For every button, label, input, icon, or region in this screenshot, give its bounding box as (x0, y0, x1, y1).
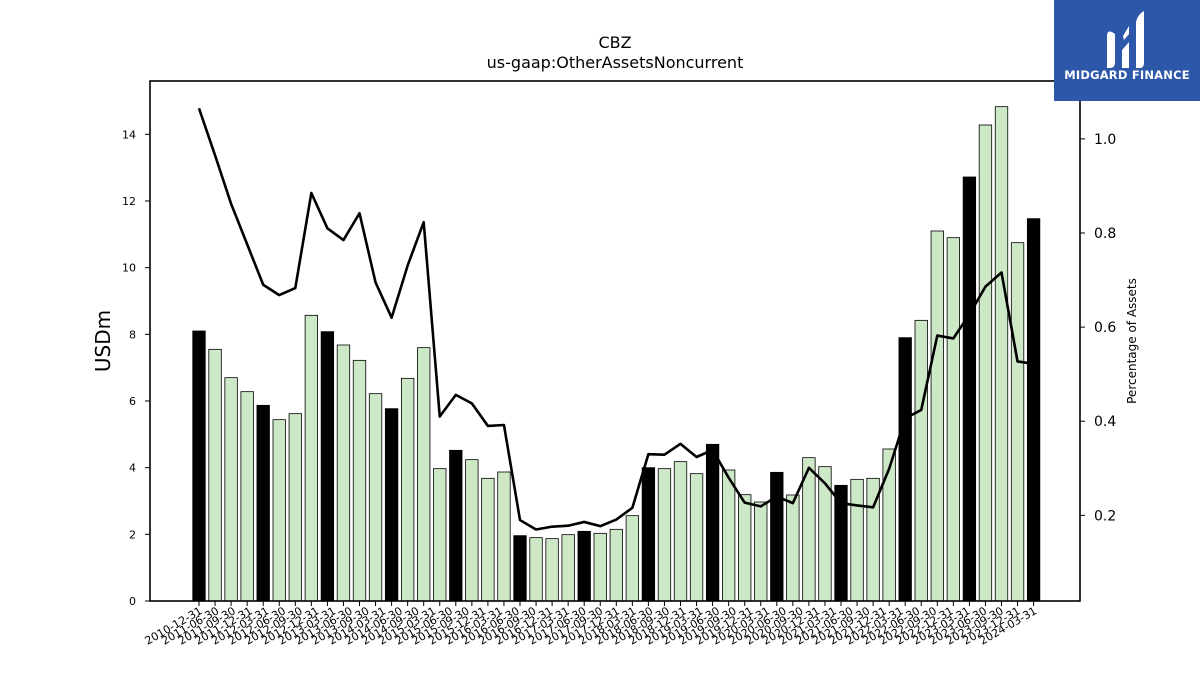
bar-2012-03-31 (272, 419, 286, 602)
bar-2017-09-30 (625, 515, 639, 602)
plot-frame (149, 80, 1081, 602)
bar-2021-12-31 (898, 337, 912, 602)
bar-2019-12-31 (770, 471, 784, 602)
left-tick-label: 12 (122, 195, 136, 208)
bar-2014-12-31 (449, 449, 463, 602)
bar-2018-03-31 (657, 468, 672, 602)
right-tick-label: 0.4 (1094, 414, 1116, 430)
logo-text: MIDGARD FINANCE (1064, 68, 1190, 82)
bar-2011-12-31 (256, 404, 270, 602)
bar-2012-12-31 (320, 331, 335, 602)
bar-2022-12-31 (962, 176, 977, 602)
bar-2023-09-30 (1010, 242, 1025, 602)
bar-2017-03-31 (593, 532, 607, 602)
bar-2014-09-30 (433, 468, 447, 602)
bar-2016-03-31 (529, 537, 543, 602)
bar-2021-03-31 (850, 478, 864, 602)
percentage-line (197, 107, 1034, 531)
chart-subtitle: us-gaap:OtherAssetsNoncurrent (487, 53, 744, 72)
right-tick-label: 0.6 (1094, 320, 1116, 336)
bar-2011-03-31 (208, 348, 222, 602)
bar-2019-09-30 (754, 501, 768, 602)
percentage-line-series (197, 107, 1034, 531)
bar-2023-03-31 (978, 124, 993, 602)
bar-2015-12-31 (513, 535, 527, 602)
x-axis: 2010-12-312011-06-302011-09-302011-12-31… (143, 601, 1039, 648)
bar-2023-06-30 (994, 106, 1009, 602)
left-tick-label: 14 (122, 128, 136, 141)
bar-2017-06-30 (609, 528, 623, 602)
bar-2011-09-30 (240, 391, 254, 602)
bar-2011-06-30 (224, 377, 238, 602)
midgard-logo-icon (1107, 11, 1144, 68)
bar-2016-06-30 (545, 538, 559, 602)
bar-series (192, 106, 1041, 602)
brand-logo: MIDGARD FINANCE (1054, 0, 1200, 101)
right-tick-label: 0.8 (1094, 226, 1116, 242)
bar-2019-03-31 (722, 469, 736, 602)
bar-2014-03-31 (400, 377, 415, 602)
bar-2012-09-30 (304, 314, 319, 602)
left-tick-label: 10 (122, 262, 136, 275)
chart-title: CBZ (598, 33, 631, 52)
bar-2022-03-31 (914, 319, 928, 602)
bar-2014-06-30 (417, 347, 431, 602)
left-tick-label: 4 (129, 462, 136, 475)
bar-2017-12-31 (641, 467, 656, 602)
left-tick-label: 2 (129, 528, 136, 541)
bar-2015-09-30 (497, 471, 511, 602)
right-y-axis-label: Percentage of Assets (1125, 278, 1139, 404)
right-y-axis: 0.2 0.4 0.6 0.8 1.0 (1080, 132, 1116, 524)
bar-2023-12-31 (1026, 218, 1041, 602)
right-tick-label: 1.0 (1094, 132, 1116, 148)
bar-2012-06-30 (288, 413, 302, 602)
left-tick-label: 6 (129, 395, 136, 408)
left-tick-label: 0 (129, 595, 136, 608)
bar-2013-09-30 (368, 393, 383, 602)
bar-2010-12-31 (192, 330, 206, 602)
left-tick-label: 8 (129, 328, 136, 341)
bar-2022-09-30 (946, 237, 960, 602)
left-y-axis: 0 2 4 6 8 10 12 14 (122, 128, 150, 608)
bar-2018-06-30 (673, 461, 688, 602)
bar-2018-09-30 (689, 473, 704, 602)
bar-2015-03-31 (465, 459, 479, 602)
bar-2013-06-30 (352, 359, 367, 602)
bar-2015-06-30 (481, 477, 495, 602)
bar-2020-03-31 (786, 494, 800, 602)
right-tick-label: 0.2 (1094, 508, 1116, 524)
bar-2016-12-31 (577, 530, 591, 602)
bar-2018-12-31 (705, 443, 720, 602)
bar-2016-09-30 (561, 534, 575, 602)
bar-2022-06-30 (930, 230, 944, 602)
bar-2013-03-31 (336, 344, 351, 602)
bar-2019-06-30 (738, 494, 752, 602)
y-axis-label: USDm (91, 310, 115, 372)
bar-2013-12-31 (384, 408, 399, 602)
